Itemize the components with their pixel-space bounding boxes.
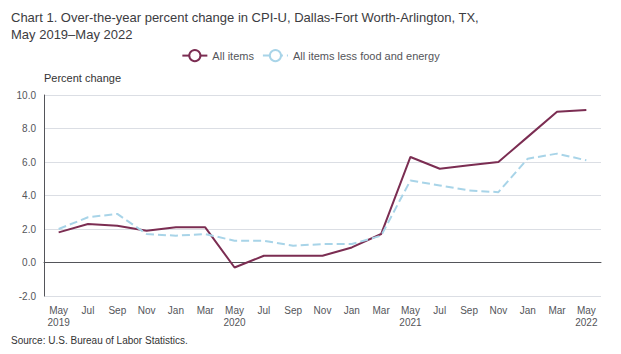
svg-text:2022: 2022 [575, 317, 598, 328]
svg-text:0.0: 0.0 [22, 257, 36, 268]
svg-text:Jul: Jul [433, 305, 446, 316]
svg-text:2020: 2020 [223, 317, 246, 328]
svg-text:Jan: Jan [344, 305, 360, 316]
svg-text:8.0: 8.0 [22, 123, 36, 134]
svg-text:2.0: 2.0 [22, 224, 36, 235]
svg-text:Mar: Mar [548, 305, 566, 316]
svg-text:-2.0: -2.0 [19, 291, 37, 302]
svg-text:Chart 1. Over-the-year percent: Chart 1. Over-the-year percent change in… [11, 10, 479, 25]
svg-text:All items: All items [212, 50, 254, 62]
svg-text:Jan: Jan [168, 305, 184, 316]
svg-text:Mar: Mar [373, 305, 391, 316]
svg-text:May: May [577, 305, 596, 316]
svg-text:Mar: Mar [197, 305, 215, 316]
svg-text:May: May [401, 305, 420, 316]
svg-text:Sep: Sep [284, 305, 302, 316]
svg-text:May: May [49, 305, 68, 316]
svg-text:Nov: Nov [138, 305, 156, 316]
svg-text:Percent change: Percent change [44, 72, 121, 84]
svg-text:Sep: Sep [460, 305, 478, 316]
svg-text:2021: 2021 [399, 317, 422, 328]
svg-text:Jan: Jan [520, 305, 536, 316]
svg-text:2019: 2019 [48, 317, 71, 328]
svg-text:10.0: 10.0 [17, 90, 37, 101]
svg-text:6.0: 6.0 [22, 157, 36, 168]
svg-text:May: May [225, 305, 244, 316]
svg-text:4.0: 4.0 [22, 190, 36, 201]
svg-text:Sep: Sep [108, 305, 126, 316]
svg-text:Jul: Jul [257, 305, 270, 316]
svg-text:May 2019–May 2022: May 2019–May 2022 [11, 27, 132, 42]
svg-text:Nov: Nov [489, 305, 507, 316]
svg-text:Source: U.S. Bureau of Labor S: Source: U.S. Bureau of Labor Statistics. [11, 335, 188, 346]
svg-text:Jul: Jul [82, 305, 95, 316]
svg-text:All items less food and energy: All items less food and energy [293, 50, 440, 62]
svg-text:Nov: Nov [314, 305, 332, 316]
